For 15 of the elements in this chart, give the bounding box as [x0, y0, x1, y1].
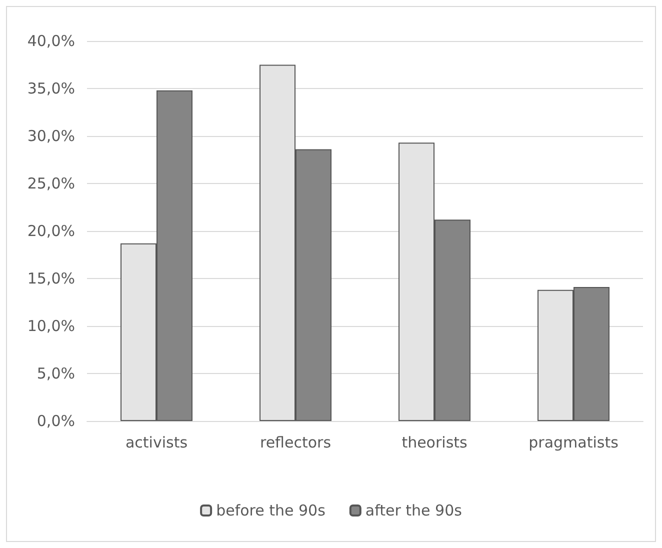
x-tick-label: theorists	[402, 434, 468, 452]
y-tick-label: 10,0%	[27, 317, 75, 335]
y-tick-label: 35,0%	[27, 80, 75, 98]
legend-label: before the 90s	[216, 502, 326, 520]
y-tick-label: 40,0%	[27, 32, 75, 50]
y-tick-label: 15,0%	[27, 270, 75, 288]
y-tick-label: 25,0%	[27, 174, 75, 192]
y-tick-label: 20,0%	[27, 222, 75, 240]
y-tick-label: 30,0%	[27, 127, 75, 145]
x-tick-label: pragmatists	[528, 434, 619, 452]
x-tick-label: activists	[125, 434, 188, 452]
legend-label: after the 90s	[365, 502, 462, 520]
y-tick-label: 5,0%	[36, 364, 75, 382]
x-tick-label: reflectors	[260, 434, 332, 452]
y-tick-label: 0,0%	[36, 412, 75, 430]
